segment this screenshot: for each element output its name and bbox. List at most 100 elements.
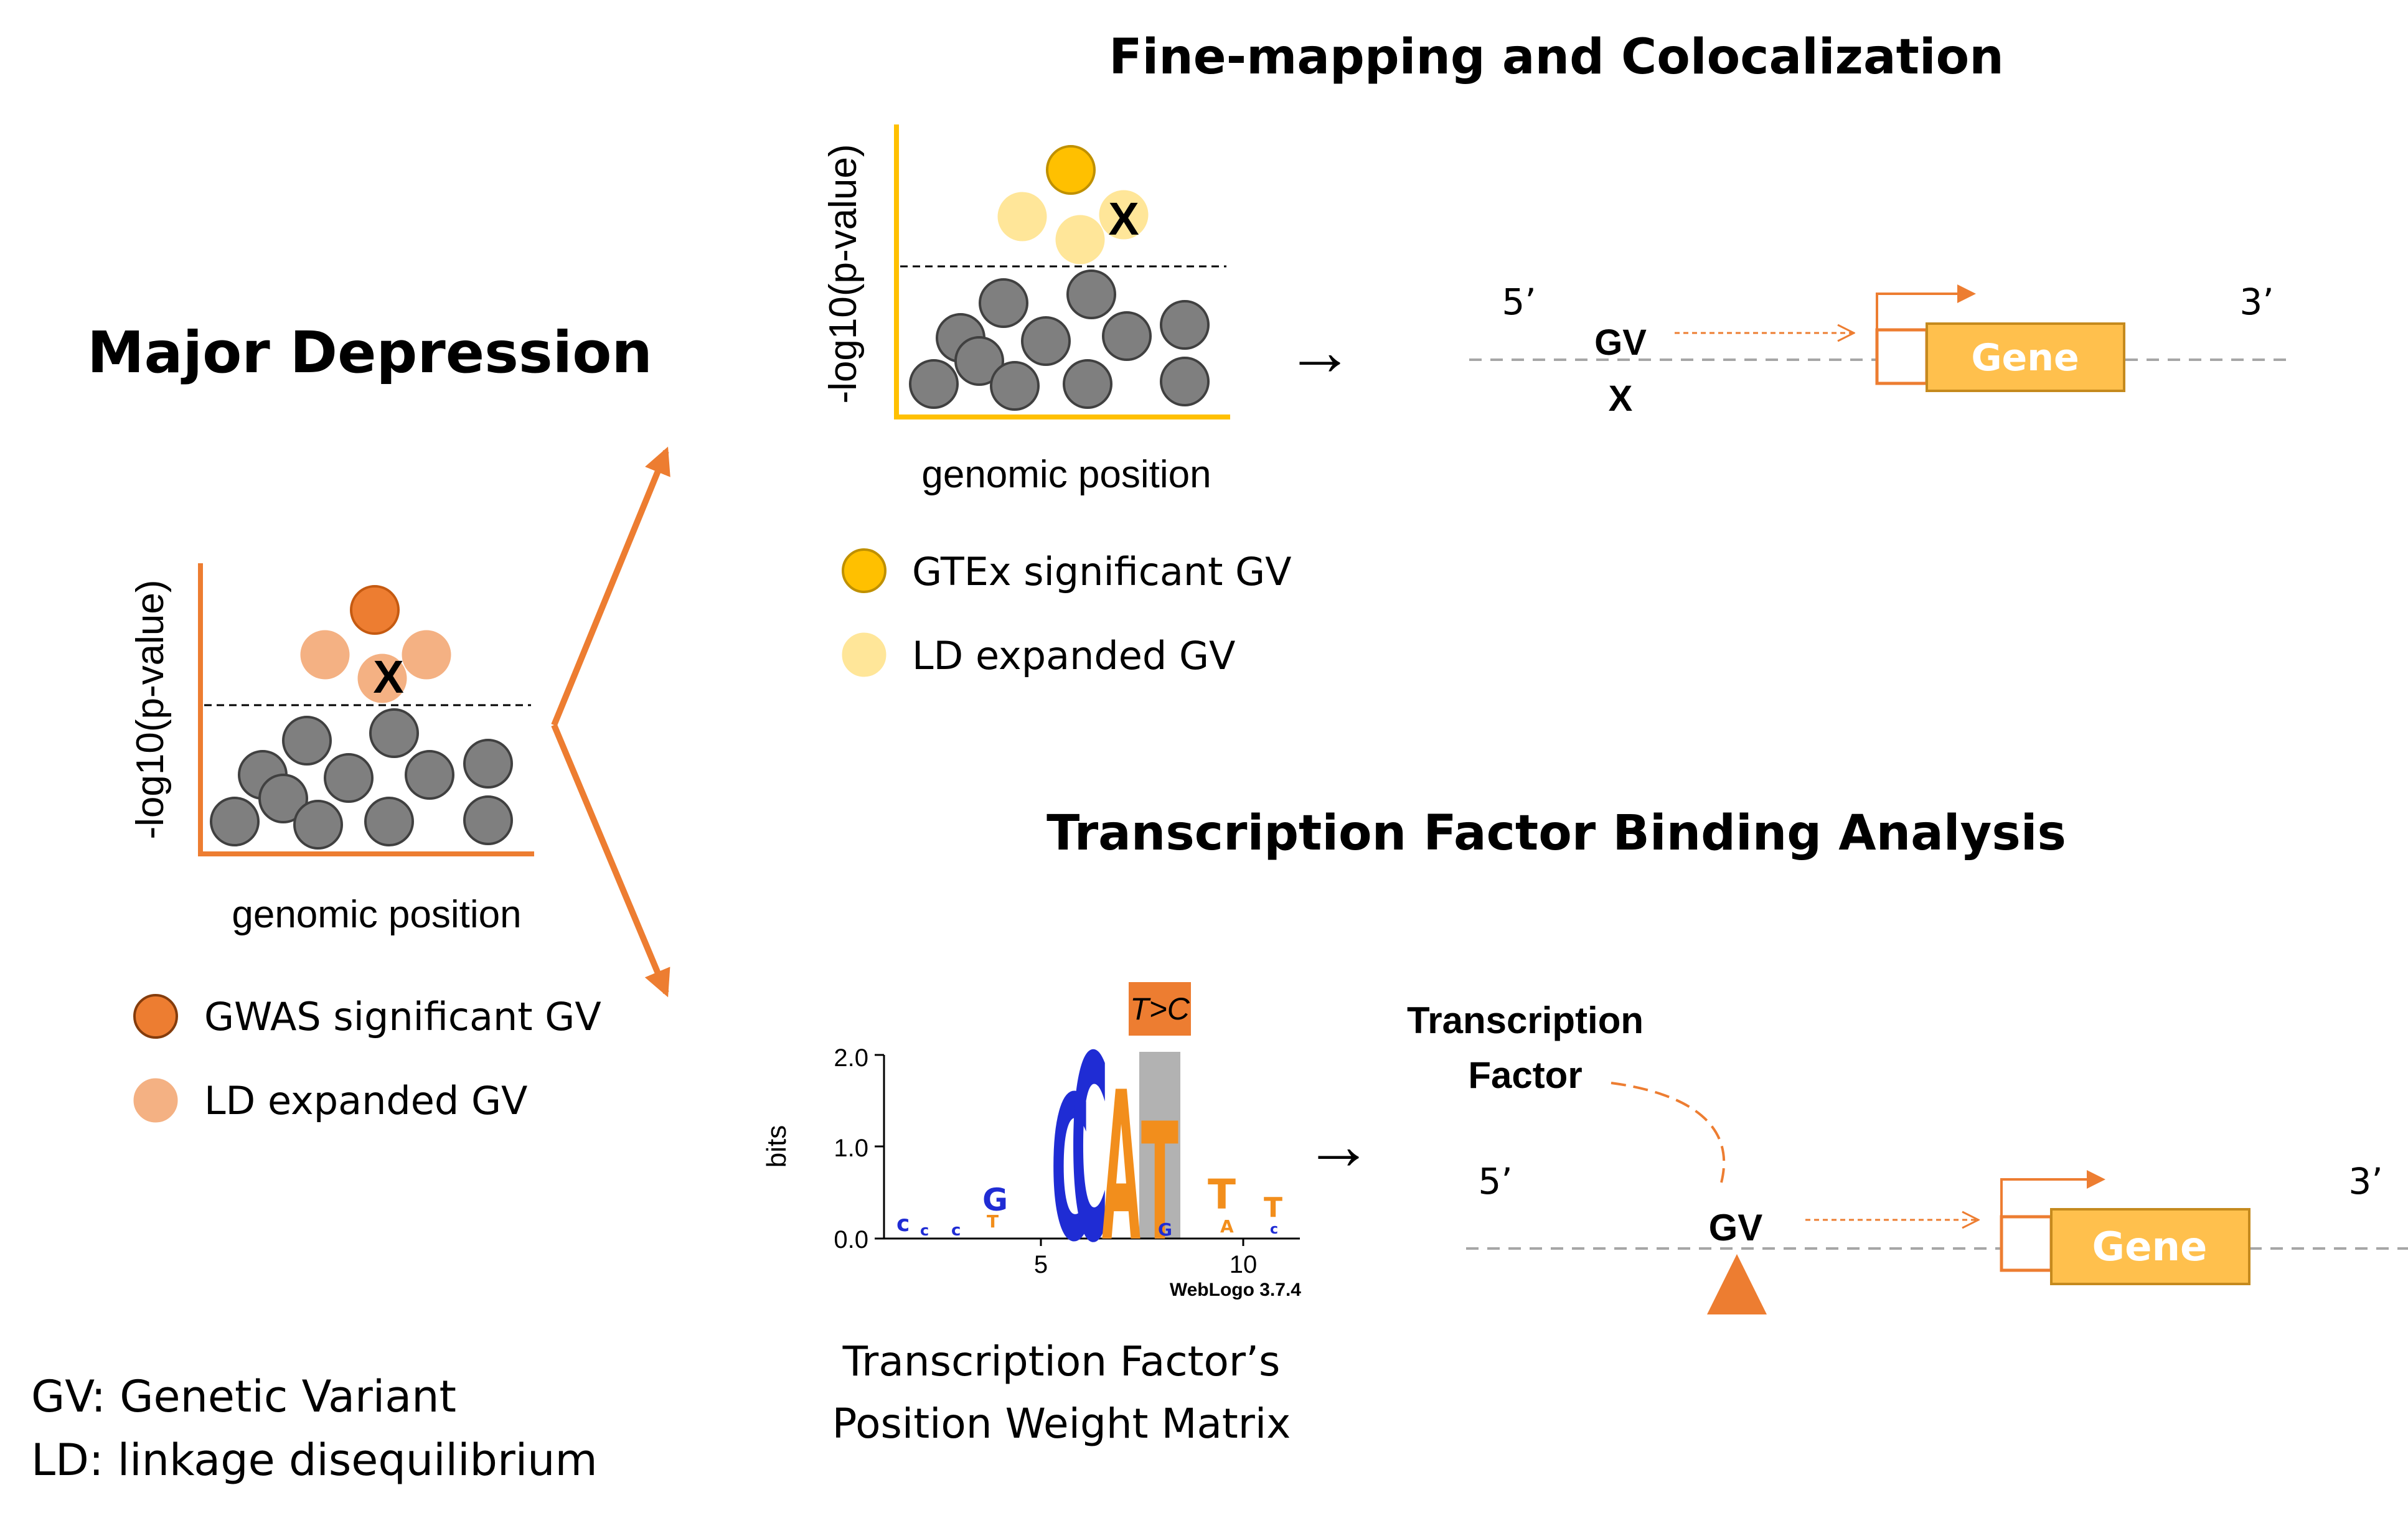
- nonsig-dot: [1063, 359, 1112, 409]
- nonsig-dot: [1160, 300, 1210, 350]
- left-y-axis-label: -log10(p-value): [129, 580, 172, 840]
- section-top-title: Fine-mapping and Colocalization: [1109, 29, 2003, 85]
- logo-y-axis-label: bits: [761, 1125, 792, 1168]
- bottom-promoter-box: [2000, 1215, 2053, 1272]
- logo-small-letter: T: [1264, 1192, 1282, 1224]
- top-tss-arrow: [1876, 284, 1976, 330]
- legend-ld-label: LD expanded GV: [912, 633, 1235, 678]
- logo-ytick-label: 1.0: [834, 1135, 868, 1162]
- branch-arrows: [551, 446, 670, 998]
- logo-small-letter: c: [1270, 1222, 1278, 1237]
- nonsig-dot: [364, 797, 414, 846]
- logo-small-letter: T: [987, 1211, 999, 1232]
- gwas-significant-dot: [350, 585, 400, 635]
- left-grey-dots: [210, 708, 513, 850]
- left-x-axis-label: genomic position: [232, 893, 521, 936]
- legend-gwas-swatch: [133, 994, 178, 1039]
- logo-letter-t: T: [1141, 1089, 1178, 1277]
- mutation-label: T>C: [1130, 991, 1190, 1026]
- top-gene-box: [1926, 322, 2125, 392]
- logo-credit: WebLogo 3.7.4: [1170, 1280, 1301, 1300]
- logo-ytick-label: 0.0: [834, 1226, 868, 1253]
- top-gene-label: Gene: [1971, 336, 2079, 380]
- tf-binding-connector: [1611, 1082, 1726, 1183]
- bottom-gene-diagram: Transcription Factor 5’ 3’ GV Gene: [1407, 1000, 2408, 1314]
- ld-expanded-dot: [402, 630, 451, 680]
- nonsig-dot: [979, 278, 1028, 328]
- nonsig-dot: [954, 336, 1004, 386]
- nonsig-dot: [463, 795, 513, 845]
- logo-caption-line2: Position Weight Matrix: [832, 1400, 1291, 1448]
- main-title: Major Depression: [87, 319, 652, 386]
- top-x-axis-label: genomic position: [921, 453, 1211, 496]
- logo-small-letter: T: [1208, 1171, 1236, 1219]
- logo-small-letter: c: [896, 1211, 910, 1237]
- bottom-black-arrow: →: [1304, 1107, 1373, 1184]
- top-legend: GTEx significant GV LD expanded GV: [842, 548, 1292, 678]
- legend-gwas-label: GWAS significant GV: [204, 994, 601, 1039]
- mutation-badge: [1129, 982, 1191, 1036]
- top-five-prime: 5’: [1502, 281, 1536, 323]
- logo-small-letter: c: [920, 1222, 929, 1239]
- gv-triangle-marker: [1707, 1254, 1767, 1314]
- top-gene-diagram: 5’ 3’ GV X Gene: [1469, 281, 2291, 419]
- branch-arrow-down: [551, 724, 670, 998]
- top-grey-dots: [909, 269, 1210, 411]
- top-black-arrow: →: [1286, 313, 1354, 390]
- top-y-axis-label: -log10(p-value): [822, 144, 865, 404]
- ld-expanded-dot: [997, 192, 1047, 241]
- legend-gtex-swatch: [842, 548, 887, 593]
- logo-small-letter: G: [982, 1182, 1008, 1218]
- nonsig-dot: [463, 739, 513, 789]
- top-variant-marker: X: [1108, 193, 1139, 245]
- nonsig-dot: [990, 361, 1040, 411]
- legend-ld-swatch: [842, 632, 887, 677]
- branch-arrow-up: [551, 446, 670, 726]
- weblogo: T>C 2.0 1.0 0.0 bits 5 10 WebLogo 3.7.4 …: [761, 982, 1301, 1448]
- abbreviation-gv: GV: Genetic Variant: [31, 1371, 456, 1422]
- bottom-gene-box: [2050, 1208, 2250, 1285]
- highlight-column: [1139, 1052, 1180, 1239]
- nonsig-dot: [369, 708, 419, 758]
- nonsig-dot: [1066, 269, 1116, 319]
- logo-caption-line1: Transcription Factor’s: [842, 1337, 1281, 1385]
- nonsig-dot: [210, 797, 260, 846]
- logo-xtick-label: 10: [1230, 1251, 1258, 1278]
- nonsig-dot: [1021, 316, 1071, 366]
- logo-letter-c2: C: [1071, 1003, 1108, 1300]
- nonsig-dot: [282, 716, 332, 766]
- logo-ytick-label: 2.0: [834, 1044, 868, 1072]
- tf-label-line2: Factor: [1468, 1054, 1582, 1096]
- top-manhattan-plot: -log10(p-value) genomic position X: [822, 124, 1230, 496]
- nonsig-dot: [1102, 311, 1152, 361]
- ld-expanded-dot: [1055, 215, 1105, 265]
- bottom-three-prime: 3’: [2348, 1160, 2382, 1202]
- legend-ld-label: LD expanded GV: [204, 1078, 527, 1123]
- bottom-tss-arrow: [2000, 1170, 2105, 1217]
- nonsig-dot: [293, 800, 343, 850]
- nonsig-dot: [324, 753, 374, 803]
- top-gv-marker: X: [1609, 378, 1633, 419]
- legend-gtex-label: GTEx significant GV: [912, 549, 1292, 594]
- logo-small-letter: c: [951, 1221, 961, 1240]
- section-bottom-title: Transcription Factor Binding Analysis: [1046, 805, 2066, 861]
- ld-expanded-dot: [1099, 190, 1149, 240]
- gtex-significant-dot: [1046, 145, 1096, 195]
- bottom-five-prime: 5’: [1478, 1160, 1512, 1202]
- legend-ld-swatch: [133, 1078, 178, 1123]
- ld-expanded-dot: [357, 653, 407, 703]
- left-variant-marker: X: [373, 651, 403, 703]
- nonsig-dot: [258, 774, 308, 823]
- bottom-gv-label: GV: [1709, 1207, 1763, 1248]
- abbreviation-ld: LD: linkage disequilibrium: [31, 1435, 598, 1486]
- nonsig-dot: [1160, 357, 1210, 406]
- left-manhattan-plot: -log10(p-value) genomic position X: [129, 563, 534, 936]
- bottom-gene-label: Gene: [2092, 1224, 2208, 1270]
- top-three-prime: 3’: [2239, 281, 2274, 323]
- logo-small-letter: A: [1220, 1216, 1234, 1237]
- logo-letter-a: A: [1102, 1048, 1141, 1287]
- left-legend: GWAS significant GV LD expanded GV: [133, 994, 601, 1123]
- logo-small-letter: G: [1158, 1219, 1172, 1240]
- top-gv-label: GV: [1594, 322, 1647, 363]
